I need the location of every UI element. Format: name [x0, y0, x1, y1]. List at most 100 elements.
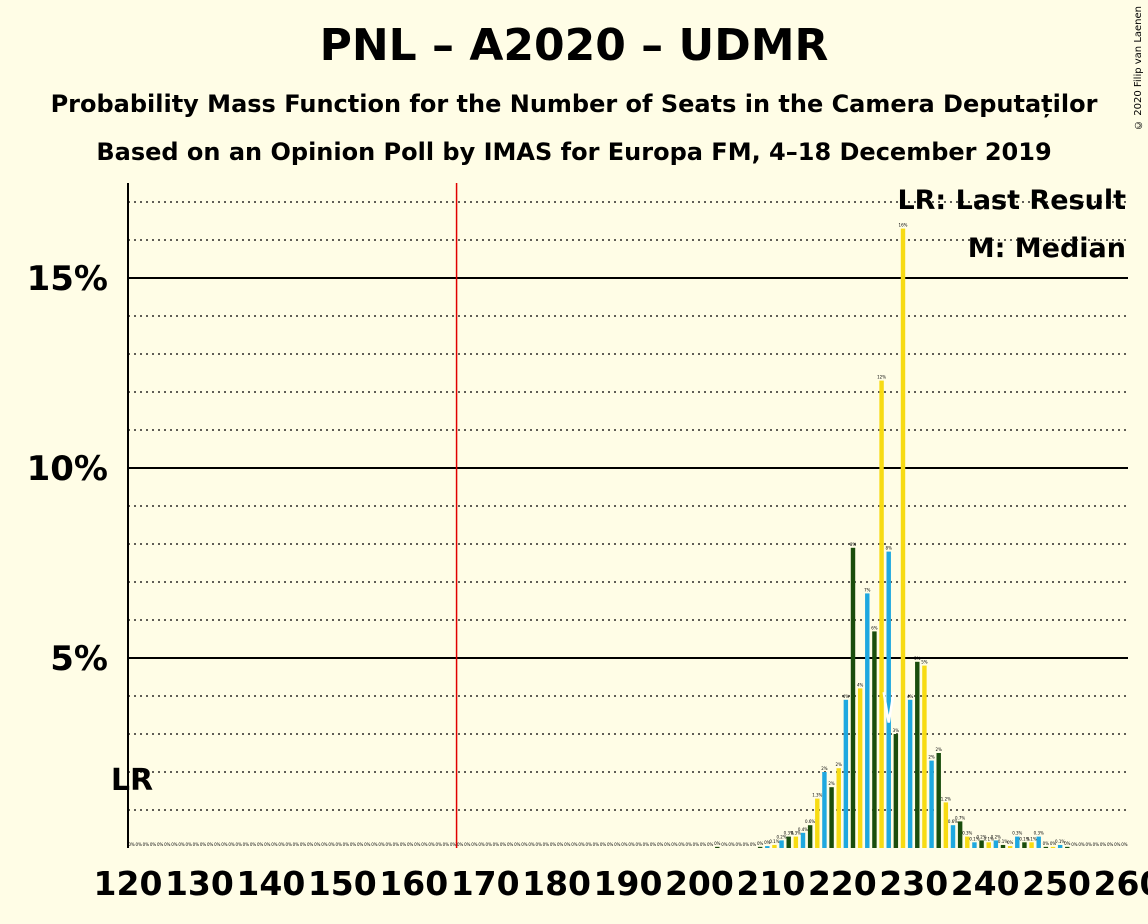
bar-seat-228	[900, 228, 906, 849]
zero-data-label: 0%	[500, 842, 507, 847]
zero-data-label: 0%	[428, 842, 435, 847]
bar-seat-243	[1007, 846, 1013, 848]
zero-data-label: 0%	[607, 842, 614, 847]
bar-seat-249	[1050, 846, 1056, 848]
zero-data-label: 0%	[557, 842, 564, 847]
bar-seat-208	[757, 846, 763, 848]
axes-group: 5% 10% 15% 120 130 140 150 160 170 180 190 200 210 22…	[27, 183, 1148, 903]
bar-seat-237	[965, 836, 970, 848]
x-tick-label: 200	[665, 864, 734, 903]
zero-data-label: 0%	[678, 842, 685, 847]
bar-data-label: 2%	[836, 762, 843, 767]
zero-data-label: 0%	[486, 842, 493, 847]
bar-seat-238	[972, 842, 977, 848]
bar-seat-242	[1000, 844, 1006, 848]
bar-seat-230	[915, 661, 920, 848]
zero-data-label: 0%	[278, 842, 285, 847]
zero-data-label: 0%	[1100, 842, 1107, 847]
zero-data-label: 0%	[378, 842, 385, 847]
zero-data-label: 0%	[493, 842, 500, 847]
bar-seat-239	[979, 840, 984, 848]
zero-data-label: 0%	[471, 842, 478, 847]
bar-seat-224	[872, 631, 877, 848]
bar-seat-234	[943, 802, 949, 848]
bar-data-label: 0%	[1064, 841, 1071, 846]
zero-data-label: 0%	[143, 842, 150, 847]
zero-data-label: 0%	[193, 842, 200, 847]
bar-data-label: 0.6%	[948, 819, 958, 824]
bar-data-label: 0.4%	[798, 827, 808, 832]
zero-data-label: 0%	[1093, 842, 1100, 847]
bar-data-label: 0.2%	[991, 834, 1001, 839]
zero-data-label: 0%	[307, 842, 314, 847]
bar-data-label: 2%	[936, 747, 943, 752]
bar-data-label: 3%	[893, 728, 900, 733]
zero-data-label: 0%	[1107, 842, 1114, 847]
bar-data-label: 0.1%	[984, 836, 994, 841]
zero-data-label: 0%	[350, 842, 357, 847]
bar-data-label: 0.1%	[998, 839, 1008, 844]
zero-data-label: 0%	[250, 842, 257, 847]
bar-data-label: 12%	[877, 375, 886, 380]
bar-data-label: 2%	[821, 766, 828, 771]
zero-data-label: 0%	[1078, 842, 1085, 847]
zero-data-label: 0%	[457, 842, 464, 847]
zero-data-label: 0%	[386, 842, 393, 847]
zero-data-label: 0%	[528, 842, 535, 847]
zero-data-label: 0%	[407, 842, 414, 847]
bar-data-label: 7%	[864, 587, 871, 592]
zero-data-label: 0%	[314, 842, 321, 847]
zero-data-label: 0%	[536, 842, 543, 847]
zero-data-label: 0%	[578, 842, 585, 847]
bar-seat-248	[1043, 846, 1049, 848]
zero-data-label: 0%	[657, 842, 664, 847]
bar-data-label: 0.3%	[784, 831, 794, 836]
zero-data-label: 0%	[157, 842, 164, 847]
zero-data-label: 0%	[636, 842, 643, 847]
zero-data-label: 0%	[671, 842, 678, 847]
bar-data-label: 2%	[828, 781, 835, 786]
zero-data-label: 0%	[271, 842, 278, 847]
zero-data-label: 0%	[1086, 842, 1093, 847]
zero-data-label: 0%	[521, 842, 528, 847]
bar-seat-216	[815, 798, 820, 848]
zero-data-label: 0%	[478, 842, 485, 847]
zero-data-label: 0%	[357, 842, 364, 847]
bars-group: 0% 0% 0% 0% 0% 0% 0% 0% 0% 0% 0% 0% 0% 0% 0% 0% 0% 0% 0% 0%…	[128, 223, 1128, 849]
zero-data-label: 0%	[750, 842, 757, 847]
bar-data-label: 4%	[907, 694, 914, 699]
zero-data-label: 0%	[257, 842, 264, 847]
bar-seat-226	[886, 551, 891, 848]
zero-data-label: 0%	[593, 842, 600, 847]
bar-seat-250	[1057, 844, 1063, 848]
zero-data-label: 0%	[664, 842, 671, 847]
zero-data-label: 0%	[328, 842, 335, 847]
median-marker	[882, 691, 895, 723]
last-result-label: LR	[111, 763, 153, 798]
bar-data-label: 6%	[871, 625, 878, 630]
zero-data-label: 0%	[1114, 842, 1121, 847]
bar-data-label: 8%	[886, 546, 893, 551]
y-tick-label: 10%	[27, 449, 108, 489]
legend-entry: LR: Last Result	[897, 185, 1126, 216]
x-tick-label: 240	[951, 864, 1020, 903]
bar-data-label: 0.1%	[769, 839, 779, 844]
zero-data-label: 0%	[228, 842, 235, 847]
bar-seat-222	[857, 688, 863, 848]
bar-data-label: 8%	[850, 542, 857, 547]
y-tick-label: 15%	[27, 259, 108, 299]
bar-data-label: 4%	[857, 682, 864, 687]
zero-data-label: 0%	[507, 842, 514, 847]
bar-seat-246	[1029, 842, 1034, 848]
zero-data-label: 0%	[643, 842, 650, 847]
bar-seat-219	[836, 768, 841, 848]
x-tick-label: 150	[308, 864, 377, 903]
bar-data-label: 5%	[921, 660, 928, 665]
x-tick-label: 120	[94, 864, 163, 903]
zero-data-label: 0%	[543, 842, 550, 847]
x-tick-label: 190	[594, 864, 663, 903]
zero-data-label: 0%	[1121, 842, 1128, 847]
zero-data-label: 0%	[264, 842, 271, 847]
zero-data-label: 0%	[136, 842, 143, 847]
